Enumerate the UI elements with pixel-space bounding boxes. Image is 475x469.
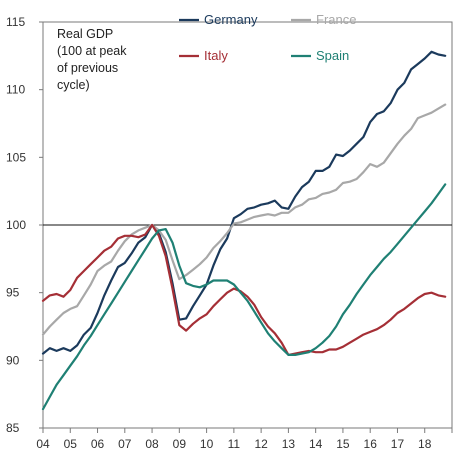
- series-line-italy: [41, 223, 447, 356]
- legend-label-italy: Italy: [204, 48, 228, 63]
- axes-layer: 85 90 95 100 105 110 115 04 05 06 07 08 09 10 11 12 13 14…: [6, 15, 453, 451]
- x-tick-label: 08: [145, 437, 159, 451]
- legend: Germany France Italy Spain: [179, 12, 356, 63]
- x-tick-label: 16: [364, 437, 378, 451]
- x-tick-label: 14: [309, 437, 323, 451]
- x-tick-label: 12: [254, 437, 268, 451]
- x-tick-label: 06: [91, 437, 105, 451]
- legend-label-spain: Spain: [316, 48, 349, 63]
- y-tick-label: 90: [6, 353, 20, 367]
- x-tick-label: 17: [391, 437, 405, 451]
- y-axis-label-line: cycle): [57, 78, 90, 92]
- y-tick-label: 105: [6, 150, 26, 164]
- legend-label-france: France: [316, 12, 356, 27]
- y-axis-label-line: (100 at peak: [57, 44, 127, 58]
- x-tick-label: 07: [118, 437, 132, 451]
- y-tick-label: 85: [6, 421, 20, 435]
- y-tick-label: 110: [6, 83, 25, 97]
- legend-label-germany: Germany: [204, 12, 258, 27]
- y-tick-label: 115: [6, 15, 25, 29]
- series-line-spain: [41, 183, 447, 411]
- x-tick-label: 04: [36, 437, 50, 451]
- x-tick-label: 09: [173, 437, 187, 451]
- x-tick-label: 10: [200, 437, 214, 451]
- x-tick-label: 13: [282, 437, 296, 451]
- series-line-germany: [41, 50, 447, 355]
- y-axis-label-line: Real GDP: [57, 27, 113, 41]
- series-line-france: [41, 103, 447, 336]
- series-layer: [41, 50, 447, 411]
- x-tick-label: 05: [64, 437, 78, 451]
- y-axis-label-line: of previous: [57, 61, 118, 75]
- x-tick-label: 15: [336, 437, 350, 451]
- y-tick-label: 100: [6, 218, 26, 232]
- x-tick-label: 11: [228, 437, 241, 451]
- y-tick-label: 95: [6, 286, 20, 300]
- y-axis-label: Real GDP (100 at peak of previous cycle): [57, 27, 127, 92]
- x-tick-label: 18: [418, 437, 432, 451]
